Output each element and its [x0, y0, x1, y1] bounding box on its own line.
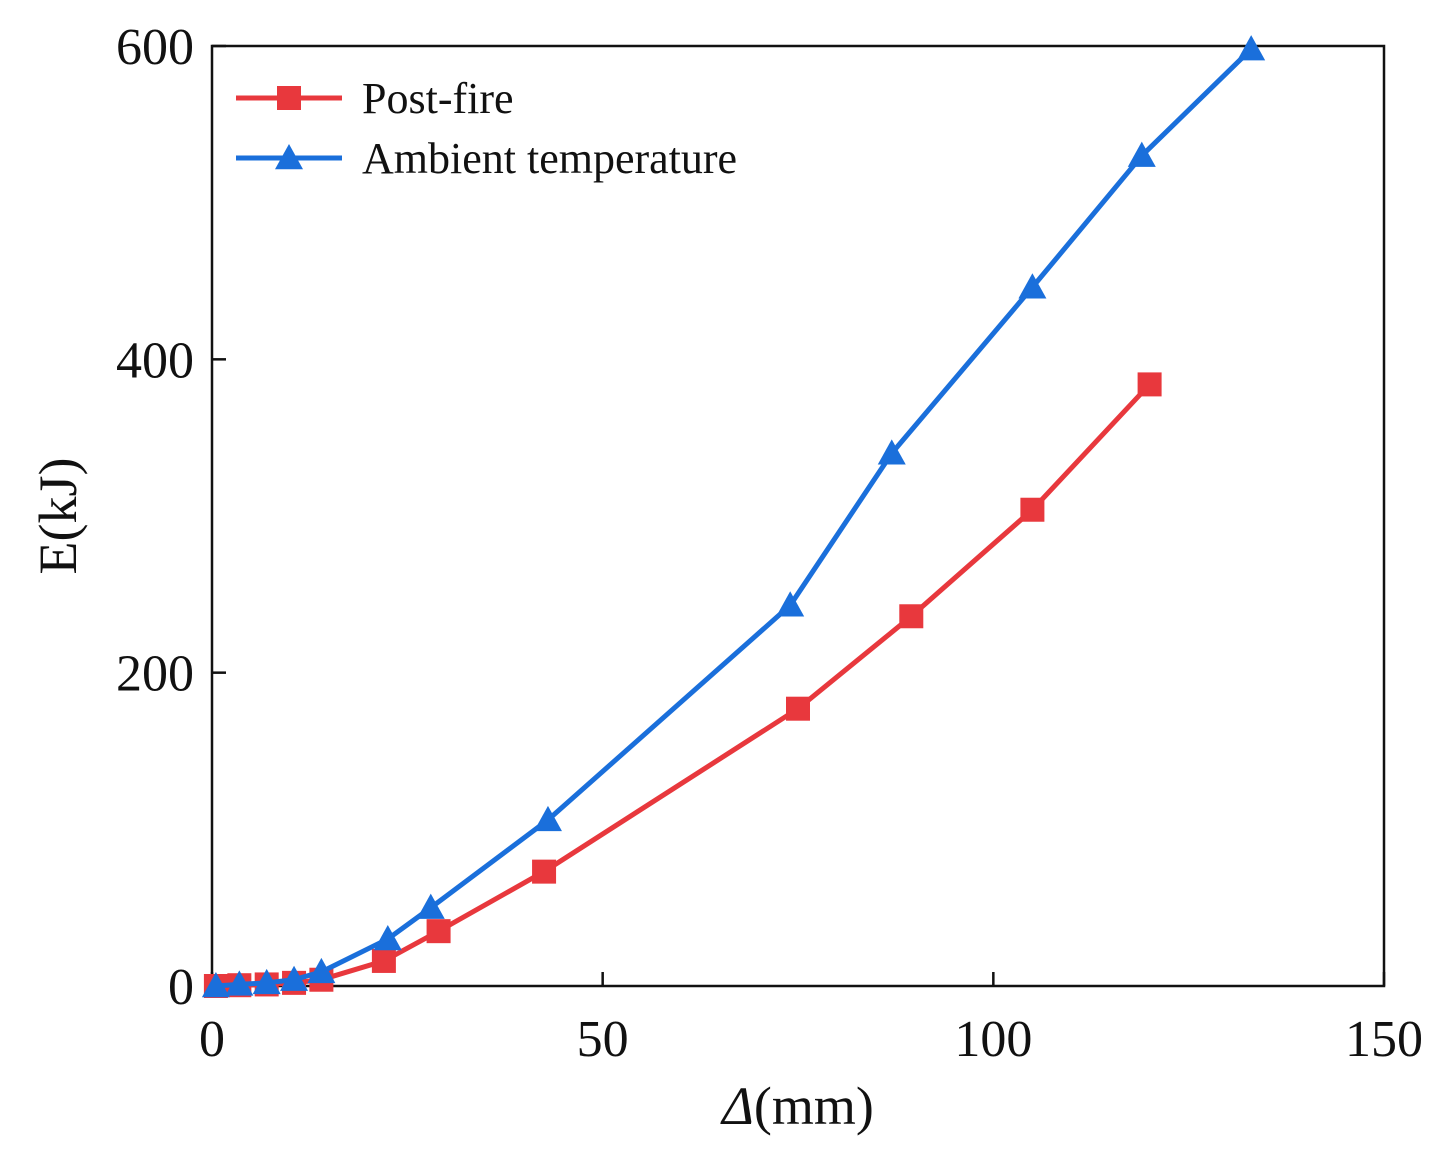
- legend-label: Ambient temperature: [362, 134, 737, 183]
- data-point-ambient-temperature: [252, 968, 281, 995]
- x-axis-title: Δ(mm): [720, 1076, 874, 1136]
- data-point-ambient-temperature: [1018, 273, 1047, 299]
- series-line-ambient-temperature: [215, 47, 1253, 989]
- data-point-ambient-temperature: [1127, 141, 1156, 167]
- data-point-ambient-temperature: [280, 965, 309, 991]
- data-point-post-fire: [371, 948, 396, 973]
- y-axis-title: E(kJ): [28, 458, 88, 575]
- series-post-fire: [203, 372, 1162, 998]
- data-point-post-fire: [899, 604, 924, 629]
- x-tick-label: 50: [577, 1011, 629, 1068]
- data-point-post-fire: [1137, 372, 1162, 397]
- series-line-post-fire: [215, 382, 1152, 989]
- data-point-ambient-temperature: [1237, 35, 1266, 61]
- legend-label: Post-fire: [362, 74, 514, 123]
- data-point-post-fire: [786, 696, 810, 721]
- x-axis-symbol: Δ: [720, 1076, 754, 1136]
- data-point-ambient-temperature: [373, 925, 402, 951]
- data-point-ambient-temperature: [307, 957, 336, 984]
- axis-ticks: [210, 44, 1386, 988]
- legend-marker: [277, 86, 301, 110]
- series-ambient-temperature: [201, 35, 1266, 998]
- y-tick-label: 0: [168, 959, 194, 1016]
- legend-marker: [275, 144, 303, 170]
- y-tick-label: 400: [116, 332, 194, 389]
- legend-item-post-fire[interactable]: Post-fire: [236, 74, 514, 123]
- data-point-ambient-temperature: [225, 970, 254, 996]
- data-point-post-fire: [1020, 497, 1045, 522]
- data-point-post-fire: [426, 919, 451, 944]
- x-tick-label: 0: [199, 1011, 225, 1068]
- data-point-post-fire: [532, 859, 557, 884]
- plot-area-frame: [210, 44, 1386, 988]
- y-tick-label: 200: [116, 646, 194, 703]
- x-tick-label: 150: [1345, 1011, 1423, 1068]
- data-point-ambient-temperature: [533, 805, 562, 832]
- x-axis-unit: (mm): [754, 1076, 874, 1136]
- data-point-ambient-temperature: [416, 893, 445, 919]
- legend-item-ambient-temperature[interactable]: Ambient temperature: [236, 134, 737, 183]
- x-tick-label: 100: [954, 1011, 1032, 1068]
- y-tick-label: 600: [116, 19, 194, 76]
- legend[interactable]: Post-fire Ambient temperature: [236, 74, 737, 183]
- data-point-ambient-temperature: [201, 972, 230, 998]
- data-point-ambient-temperature: [877, 439, 906, 465]
- tick-labels: 0 50 100 150 0 200 400 600: [116, 19, 1423, 1068]
- data-point-ambient-temperature: [776, 591, 805, 617]
- series-layer: [201, 35, 1266, 998]
